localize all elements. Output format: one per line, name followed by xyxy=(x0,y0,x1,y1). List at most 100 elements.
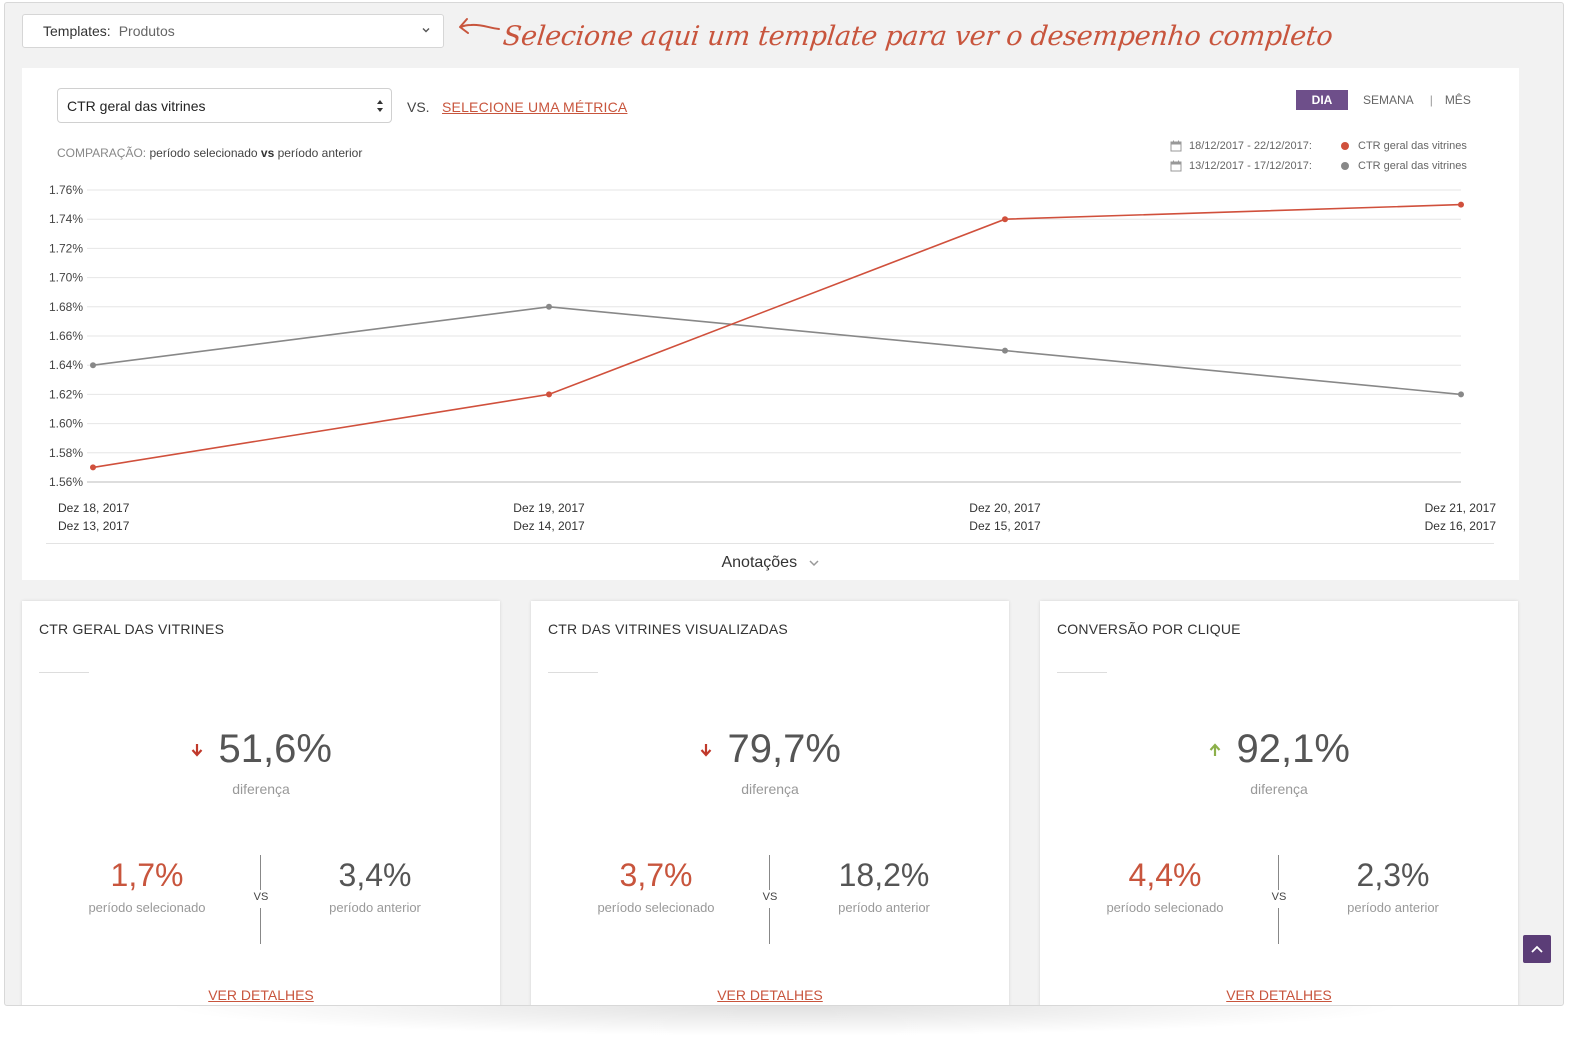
data-point xyxy=(1002,347,1008,354)
template-hint: Selecione aqui um template para ver o de… xyxy=(501,21,1335,52)
kpi-selected-label: período selecionado xyxy=(88,900,206,915)
x-tick-label: Dez 14, 2017 xyxy=(513,519,585,533)
period-day-button[interactable]: DIA xyxy=(1296,90,1348,110)
kpi-rule xyxy=(1057,672,1107,673)
app-frame: Templates: Produtos Selecione aqui um te… xyxy=(4,2,1564,1006)
kpi-difference-label: diferença xyxy=(741,781,799,797)
kpi-selected-label: período selecionado xyxy=(597,900,715,915)
chart-card: CTR geral das vitrines VS. SELECIONE UMA… xyxy=(22,68,1519,580)
page-shadow xyxy=(160,1006,1410,1036)
kpi-card: CTR GERAL DAS VITRINES 51,6% diferença 1… xyxy=(22,601,500,1005)
kpi-difference: 92,1% xyxy=(1040,727,1518,772)
vs-label: VS. xyxy=(407,99,430,115)
metric-select-value: CTR geral das vitrines xyxy=(67,97,206,114)
kpi-difference: 79,7% xyxy=(531,727,1009,772)
kpi-previous: 3,4% período anterior xyxy=(275,857,475,915)
period-week-button[interactable]: SEMANA xyxy=(1363,93,1414,107)
annotations-divider xyxy=(46,543,1494,544)
kpi-title: CONVERSÃO POR CLIQUE xyxy=(1057,621,1241,637)
data-point xyxy=(1002,216,1008,223)
view-details-link[interactable]: VER DETALHES xyxy=(208,987,314,1003)
updown-arrows-icon xyxy=(377,100,383,112)
y-tick-label: 1.68% xyxy=(49,300,83,314)
kpi-vs: VS xyxy=(762,891,778,903)
comparison-vs: vs xyxy=(260,146,275,160)
kpi-previous-label: período anterior xyxy=(838,900,930,915)
metric-select[interactable]: CTR geral das vitrines xyxy=(57,88,392,123)
y-tick-label: 1.56% xyxy=(49,475,83,489)
x-tick-label: Dez 19, 2017 xyxy=(513,501,585,515)
period-month-button[interactable]: MÊS xyxy=(1444,93,1471,107)
kpi-difference-value: 79,7% xyxy=(727,727,841,771)
calendar-icon xyxy=(1170,140,1182,152)
y-tick-label: 1.74% xyxy=(49,212,83,226)
annotations-label: Anotações xyxy=(721,554,798,571)
kpi-rule xyxy=(548,672,598,673)
template-select[interactable]: Templates: Produtos xyxy=(22,14,444,48)
view-details-link[interactable]: VER DETALHES xyxy=(717,987,823,1003)
data-point xyxy=(1458,201,1464,208)
kpi-previous-value: 3,4% xyxy=(338,857,412,893)
y-tick-label: 1.70% xyxy=(49,271,83,285)
kpi-divider xyxy=(260,855,261,890)
data-point xyxy=(90,464,96,471)
x-tick-label: Dez 16, 2017 xyxy=(1425,519,1497,533)
kpi-difference-value: 51,6% xyxy=(218,727,332,771)
kpi-previous-label: período anterior xyxy=(1347,900,1439,915)
kpi-selected-value: 4,4% xyxy=(1128,857,1202,893)
calendar-icon xyxy=(1170,160,1182,172)
choose-metric-link[interactable]: SELECIONE UMA MÉTRICA xyxy=(442,99,628,115)
annotations-toggle[interactable]: Anotações xyxy=(22,554,1519,572)
kpi-card: CONVERSÃO POR CLIQUE 92,1% diferença 4,4… xyxy=(1040,601,1518,1005)
kpi-selected-label: período selecionado xyxy=(1106,900,1224,915)
kpi-title: CTR DAS VITRINES VISUALIZADAS xyxy=(548,621,788,637)
legend-row: 13/12/2017 - 17/12/2017: CTR geral das v… xyxy=(1170,156,1467,176)
scroll-to-top-button[interactable] xyxy=(1523,935,1551,963)
kpi-difference-label: diferença xyxy=(1250,781,1308,797)
data-point xyxy=(90,362,96,369)
data-point xyxy=(1458,391,1464,398)
data-point xyxy=(546,303,552,310)
series-line xyxy=(92,305,1462,396)
y-tick-label: 1.60% xyxy=(49,417,83,431)
kpi-selected-value: 1,7% xyxy=(110,857,184,893)
kpi-rule xyxy=(39,672,89,673)
x-tick-label: Dez 15, 2017 xyxy=(969,519,1041,533)
kpi-divider xyxy=(1278,908,1279,944)
data-point xyxy=(546,391,552,398)
hint-arrow-icon xyxy=(459,18,500,34)
legend-series: CTR geral das vitrines xyxy=(1358,160,1467,172)
kpi-selected: 4,4% período selecionado xyxy=(1065,857,1265,915)
kpi-previous-value: 18,2% xyxy=(838,857,930,893)
arrow-down-icon xyxy=(700,743,712,757)
kpi-selected: 1,7% período selecionado xyxy=(47,857,247,915)
kpi-divider xyxy=(769,855,770,890)
legend-range: 18/12/2017 - 22/12/2017: xyxy=(1189,140,1312,152)
period-separator: | xyxy=(1429,93,1433,107)
kpi-divider xyxy=(769,908,770,944)
chart-legend: 18/12/2017 - 22/12/2017: CTR geral das v… xyxy=(1170,136,1467,176)
chevron-down-icon xyxy=(422,28,430,33)
kpi-previous: 2,3% período anterior xyxy=(1293,857,1493,915)
view-details-link[interactable]: VER DETALHES xyxy=(1226,987,1332,1003)
kpi-divider xyxy=(1278,855,1279,890)
y-tick-label: 1.66% xyxy=(49,329,83,343)
kpi-selected-value: 3,7% xyxy=(619,857,693,893)
kpi-card: CTR DAS VITRINES VISUALIZADAS 79,7% dife… xyxy=(531,601,1009,1005)
chevron-up-icon xyxy=(1531,945,1543,953)
x-tick-label: Dez 13, 2017 xyxy=(58,519,130,533)
kpi-vs: VS xyxy=(1271,891,1287,903)
y-tick-label: 1.72% xyxy=(49,241,83,255)
comparison-label: COMPARAÇÃO: xyxy=(57,146,147,160)
x-tick-label: Dez 20, 2017 xyxy=(969,501,1041,515)
template-select-value: Produtos xyxy=(118,23,175,39)
legend-dot xyxy=(1341,162,1349,170)
kpi-difference-value: 92,1% xyxy=(1236,727,1350,771)
y-tick-label: 1.62% xyxy=(49,387,83,401)
kpi-previous: 18,2% período anterior xyxy=(784,857,984,915)
y-tick-label: 1.58% xyxy=(49,446,83,460)
comparison-left: período selecionado xyxy=(149,146,258,160)
kpi-difference-label: diferença xyxy=(232,781,290,797)
x-tick-label: Dez 18, 2017 xyxy=(58,501,130,515)
kpi-vs: VS xyxy=(253,891,269,903)
